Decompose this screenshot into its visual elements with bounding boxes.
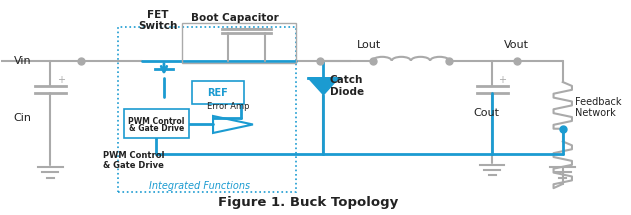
Text: Vout: Vout bbox=[504, 40, 529, 50]
Text: +: + bbox=[498, 75, 506, 85]
Text: Cout: Cout bbox=[473, 108, 499, 118]
Text: Boot Capacitor: Boot Capacitor bbox=[191, 13, 278, 23]
Text: Lout: Lout bbox=[357, 40, 382, 50]
Polygon shape bbox=[308, 78, 339, 95]
FancyBboxPatch shape bbox=[124, 109, 189, 138]
FancyBboxPatch shape bbox=[192, 81, 244, 104]
Text: +: + bbox=[57, 75, 64, 85]
Text: Error Amp: Error Amp bbox=[207, 102, 250, 111]
Text: PWM Control: PWM Control bbox=[128, 117, 184, 126]
Text: REF: REF bbox=[207, 88, 228, 98]
Text: Catch
Diode: Catch Diode bbox=[329, 75, 363, 97]
Text: Cin: Cin bbox=[14, 113, 32, 123]
Text: Feedback
Network: Feedback Network bbox=[575, 97, 622, 118]
Text: & Gate Drive: & Gate Drive bbox=[129, 124, 184, 133]
Text: Integrated Functions: Integrated Functions bbox=[149, 181, 250, 191]
Text: Figure 1. Buck Topology: Figure 1. Buck Topology bbox=[218, 196, 398, 209]
Text: FET
Switch: FET Switch bbox=[138, 9, 177, 31]
Text: PWM Control
& Gate Drive: PWM Control & Gate Drive bbox=[103, 151, 164, 170]
Text: Vin: Vin bbox=[14, 56, 32, 66]
